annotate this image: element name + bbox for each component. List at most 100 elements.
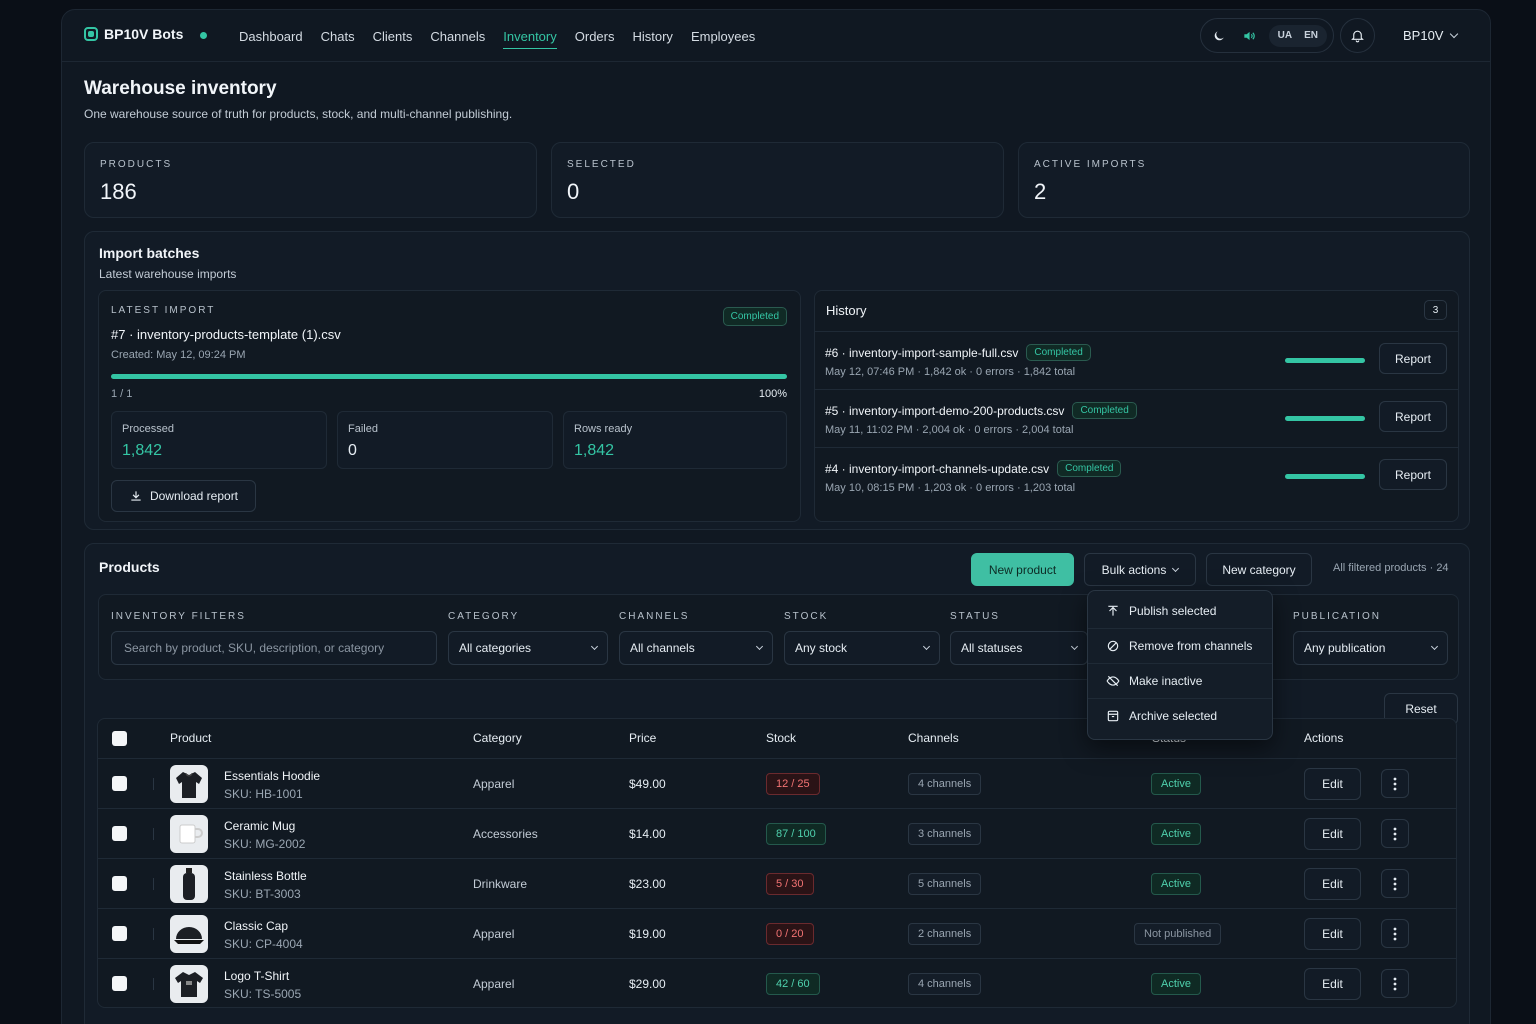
- menu-archive-selected[interactable]: Archive selected: [1088, 698, 1272, 733]
- table-row[interactable]: Essentials Hoodie SKU: HB-1001 Apparel $…: [98, 758, 1456, 808]
- more-actions-button[interactable]: [1381, 969, 1409, 998]
- bulk-actions-menu: Publish selected Remove from channels Ma…: [1087, 590, 1273, 740]
- row-divider: [153, 878, 154, 890]
- filters-caption: INVENTORY FILTERS: [111, 611, 246, 622]
- edit-button[interactable]: Edit: [1304, 818, 1361, 850]
- report-button[interactable]: Report: [1379, 459, 1447, 490]
- row-checkbox[interactable]: [112, 976, 127, 991]
- nav-inventory[interactable]: Inventory: [503, 10, 558, 62]
- latest-import-created: Created: May 12, 09:24 PM: [111, 349, 246, 361]
- channels-badge[interactable]: 5 channels: [908, 873, 982, 895]
- menu-item-label: Remove from channels: [1129, 639, 1253, 653]
- new-product-button[interactable]: New product: [971, 553, 1074, 586]
- more-actions-button[interactable]: [1381, 819, 1409, 848]
- publication-select[interactable]: Any publication: [1293, 631, 1448, 665]
- product-sku: SKU: TS-5005: [224, 987, 302, 1001]
- nav-history[interactable]: History: [632, 28, 673, 44]
- col-product: Product: [170, 731, 212, 745]
- stock-select[interactable]: Any stock: [784, 631, 940, 665]
- more-actions-button[interactable]: [1381, 769, 1409, 798]
- product-thumbnail: [170, 815, 208, 853]
- processed-box: Processed 1,842: [111, 411, 327, 469]
- table-row[interactable]: Classic Cap SKU: CP-4004 Apparel $19.00 …: [98, 908, 1456, 958]
- channels-value: All channels: [630, 641, 695, 655]
- menu-make-inactive[interactable]: Make inactive: [1088, 663, 1272, 698]
- edit-button[interactable]: Edit: [1304, 918, 1361, 950]
- history-file-name: #5 · inventory-import-demo-200-products.…: [825, 403, 1065, 418]
- row-checkbox[interactable]: [112, 826, 127, 841]
- menu-remove-from-channels[interactable]: Remove from channels: [1088, 628, 1272, 663]
- stock-badge: 5 / 30: [766, 873, 814, 895]
- nav-dashboard[interactable]: Dashboard: [239, 28, 303, 44]
- nav-employees[interactable]: Employees: [690, 28, 756, 44]
- menu-publish-selected[interactable]: Publish selected: [1088, 593, 1272, 628]
- table-row[interactable]: Ceramic Mug SKU: MG-2002 Accessories $14…: [98, 808, 1456, 858]
- status-badge: Completed: [722, 307, 787, 326]
- table-row[interactable]: Logo T-Shirt SKU: TS-5005 Apparel $29.00…: [98, 958, 1456, 1007]
- history-row-title: #4 · inventory-import-channels-update.cs…: [825, 460, 1122, 477]
- menu-item-label: Publish selected: [1129, 603, 1217, 618]
- status-value: All statuses: [961, 641, 1023, 655]
- search-input[interactable]: Search by product, SKU, description, or …: [111, 631, 437, 665]
- category-select[interactable]: All categories: [448, 631, 608, 665]
- nav-channels[interactable]: Channels: [430, 28, 486, 44]
- stock-badge: 0 / 20: [766, 923, 814, 945]
- status-badge: Active: [1151, 823, 1201, 845]
- speaker-icon[interactable]: [1237, 24, 1261, 48]
- product-sku: SKU: BT-3003: [224, 887, 301, 901]
- channels-badge[interactable]: 4 channels: [908, 973, 982, 995]
- nav-clients[interactable]: Clients: [372, 28, 413, 44]
- page-subtitle: One warehouse source of truth for produc…: [84, 107, 513, 121]
- nav-chats[interactable]: Chats: [320, 28, 355, 44]
- channels-badge[interactable]: 3 channels: [908, 823, 982, 845]
- account-menu[interactable]: BP10V: [1403, 28, 1459, 43]
- edit-button[interactable]: Edit: [1304, 868, 1361, 900]
- row-checkbox[interactable]: [112, 926, 127, 941]
- chevron-down-icon: [755, 642, 764, 651]
- report-button[interactable]: Report: [1379, 401, 1447, 432]
- channels-badge[interactable]: 2 channels: [908, 923, 982, 945]
- more-actions-button[interactable]: [1381, 919, 1409, 948]
- select-all-checkbox[interactable]: [112, 731, 127, 746]
- row-checkbox[interactable]: [112, 776, 127, 791]
- stat-value: 2: [1034, 179, 1047, 204]
- channels-badge[interactable]: 4 channels: [908, 773, 982, 795]
- lang-ua[interactable]: UA: [1277, 30, 1293, 41]
- new-category-button[interactable]: New category: [1206, 553, 1312, 586]
- edit-button[interactable]: Edit: [1304, 968, 1361, 1000]
- download-report-button[interactable]: Download report: [111, 480, 256, 512]
- app-window: BP10V Bots Dashboard Chats Clients Chann…: [61, 9, 1491, 1024]
- status-label: STATUS: [950, 611, 1000, 622]
- more-vertical-icon: [1393, 877, 1397, 890]
- row-checkbox[interactable]: [112, 876, 127, 891]
- product-category: Apparel: [473, 927, 515, 941]
- product-price: $29.00: [629, 977, 666, 991]
- product-thumbnail: [170, 765, 208, 803]
- products-table: Product Category Price Stock Channels St…: [97, 718, 1457, 1008]
- rows-ready-value: 1,842: [574, 442, 615, 459]
- stat-value: 0: [567, 179, 580, 204]
- processed-label: Processed: [122, 423, 174, 435]
- notifications-button[interactable]: [1340, 18, 1375, 53]
- brand[interactable]: BP10V Bots: [84, 26, 183, 42]
- nav-orders[interactable]: Orders: [574, 28, 615, 44]
- stat-products: PRODUCTS 186: [84, 142, 537, 218]
- download-icon: [131, 491, 141, 501]
- col-channels: Channels: [908, 731, 959, 745]
- bulk-actions-button[interactable]: Bulk actions: [1084, 553, 1196, 586]
- report-button[interactable]: Report: [1379, 343, 1447, 374]
- row-divider: [153, 978, 154, 990]
- more-vertical-icon: [1393, 827, 1397, 840]
- status-select[interactable]: All statuses: [950, 631, 1088, 665]
- table-row[interactable]: Stainless Bottle SKU: BT-3003 Drinkware …: [98, 858, 1456, 908]
- history-file-name: #6 · inventory-import-sample-full.csv: [825, 345, 1019, 360]
- col-price: Price: [629, 731, 657, 745]
- edit-button[interactable]: Edit: [1304, 768, 1361, 800]
- brand-name: BP10V Bots: [104, 26, 184, 42]
- lang-en[interactable]: EN: [1304, 30, 1318, 41]
- moon-icon[interactable]: [1207, 24, 1231, 48]
- history-title: History: [826, 303, 867, 318]
- stat-label: SELECTED: [567, 159, 636, 170]
- more-actions-button[interactable]: [1381, 869, 1409, 898]
- channels-select[interactable]: All channels: [619, 631, 773, 665]
